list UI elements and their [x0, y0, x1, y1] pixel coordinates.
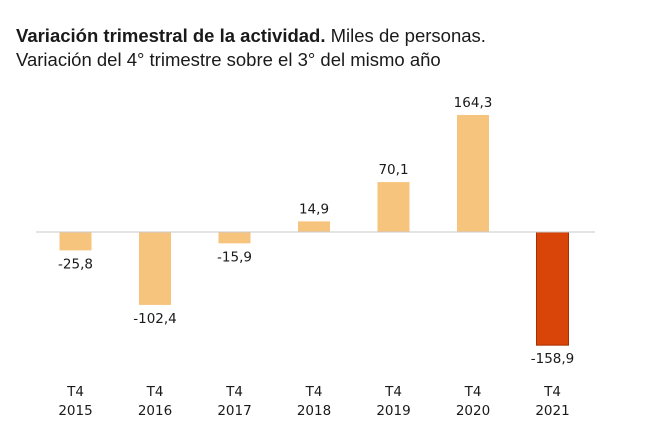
x-tick-label-2017-line1: T4	[225, 384, 243, 400]
x-tick-label-2018-line1: T4	[305, 384, 323, 400]
x-tick-label-2019-line2: 2019	[376, 403, 410, 419]
bar-2020	[457, 114, 489, 232]
chart-title: Variación trimestral de la actividad. Mi…	[16, 24, 486, 48]
bar-2015	[59, 232, 92, 251]
value-label-2017: -15,9	[217, 249, 252, 265]
chart-title-bold: Variación trimestral de la actividad.	[16, 25, 326, 46]
x-tick-label-2016-line2: 2016	[138, 403, 172, 419]
chart-title-block: Variación trimestral de la actividad. Mi…	[16, 24, 486, 72]
x-tick-label-2015-line1: T4	[66, 384, 84, 400]
value-label-2018: 14,9	[299, 201, 329, 217]
x-tick-label-2015-line2: 2015	[58, 403, 92, 419]
value-label-2021: -158,9	[531, 351, 575, 367]
value-labels-group: -25,8 -102,4 -15,9 14,9 70,1 164,3 -158,9	[58, 95, 574, 367]
chart-subtitle: Variación del 4° trimestre sobre el 3° d…	[16, 49, 441, 70]
x-tick-label-2021-line2: 2021	[535, 403, 569, 419]
x-tick-label-2017-line2: 2017	[217, 403, 251, 419]
bar-2021	[536, 231, 569, 346]
x-tick-label-2020-line1: T4	[464, 384, 482, 400]
bar-2019	[377, 182, 410, 232]
x-tick-label-2021-line1: T4	[543, 384, 561, 400]
value-label-2015: -25,8	[58, 256, 93, 272]
value-label-2020: 164,3	[454, 95, 493, 111]
bar-2017	[218, 232, 251, 244]
chart-title-rest: Miles de personas.	[325, 25, 486, 46]
bar-2018	[298, 221, 330, 232]
x-tick-label-2019-line1: T4	[384, 384, 402, 400]
x-tick-label-2020-line2: 2020	[456, 403, 490, 419]
value-label-2016: -102,4	[133, 311, 177, 327]
bar-2016	[139, 232, 171, 305]
value-label-2019: 70,1	[378, 162, 408, 178]
bars-group	[59, 114, 569, 346]
x-axis-ticks: T4 2015 T4 2016 T4 2017 T4 2018 T4 2019 T4 2020 T4 20…	[58, 384, 569, 419]
x-tick-label-2018-line2: 2018	[297, 403, 331, 419]
x-tick-label-2016-line1: T4	[146, 384, 164, 400]
